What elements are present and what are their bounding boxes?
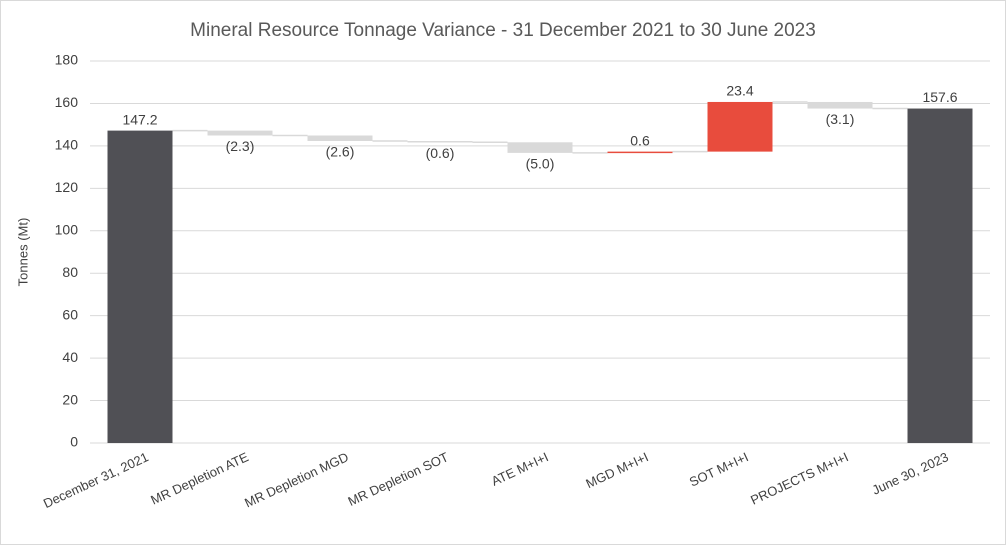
y-tick-label: 140	[55, 137, 79, 153]
y-tick-label: 180	[55, 52, 79, 68]
y-tick-label: 120	[55, 179, 79, 195]
data-label: (0.6)	[426, 145, 455, 161]
data-label: (2.3)	[226, 138, 255, 154]
chart-title: Mineral Resource Tonnage Variance - 31 D…	[190, 20, 816, 41]
data-label: (5.0)	[526, 156, 555, 172]
y-tick-label: 0	[70, 434, 78, 450]
bar	[107, 130, 173, 443]
y-tick-label: 20	[62, 391, 78, 407]
y-tick-label: 60	[62, 306, 78, 322]
y-tick-label: 160	[55, 94, 79, 110]
bar	[607, 151, 673, 154]
bar	[907, 108, 973, 443]
bar	[307, 135, 373, 142]
data-label: 147.2	[122, 111, 157, 127]
data-label: (3.1)	[826, 111, 855, 127]
data-label: (2.6)	[326, 144, 355, 160]
y-tick-label: 80	[62, 264, 78, 280]
data-label: 157.6	[922, 89, 957, 105]
bar	[407, 141, 473, 143]
bar	[807, 101, 873, 109]
y-tick-label: 40	[62, 349, 78, 365]
bar	[207, 130, 273, 136]
bar	[507, 142, 573, 153]
data-label: 23.4	[726, 83, 753, 99]
y-tick-label: 100	[55, 221, 79, 237]
data-label: 0.6	[630, 132, 650, 148]
bar	[707, 101, 773, 152]
y-axis-label: Tonnes (Mt)	[15, 218, 30, 287]
